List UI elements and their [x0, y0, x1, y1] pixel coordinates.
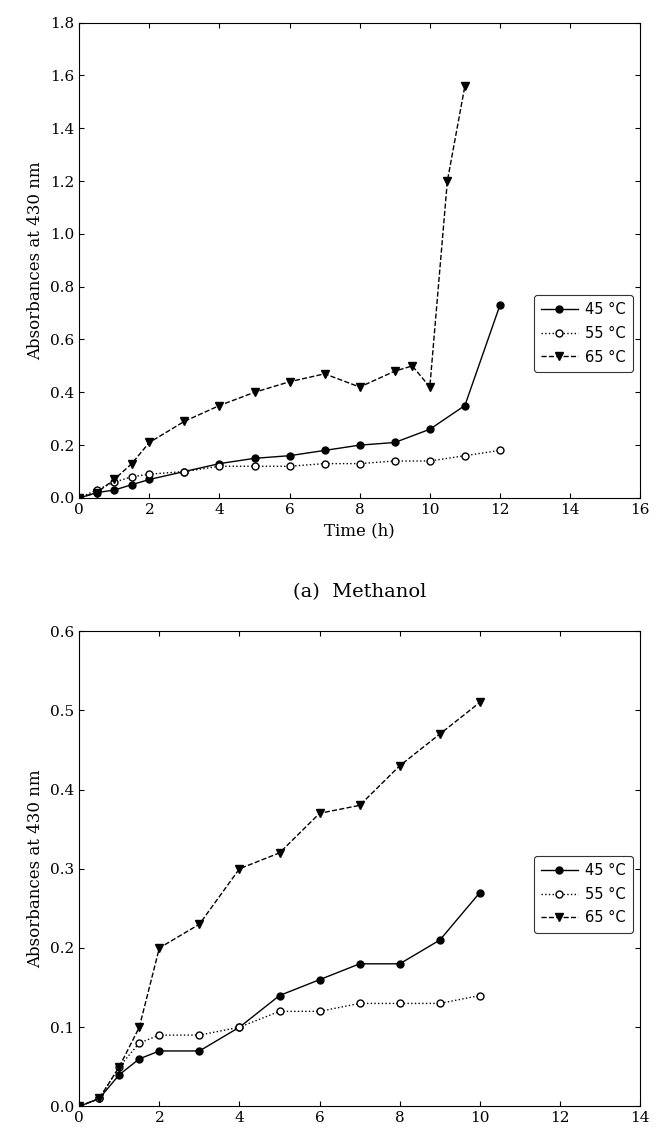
55 °C [356, 457, 364, 471]
65 °C [251, 385, 259, 399]
45 °C [145, 473, 153, 487]
45 °C [391, 436, 399, 449]
45 °C [236, 1021, 244, 1034]
65 °C [75, 1100, 83, 1113]
45 °C [476, 886, 484, 900]
Y-axis label: Absorbances at 430 nm: Absorbances at 430 nm [28, 161, 44, 359]
55 °C [476, 989, 484, 1003]
65 °C [215, 399, 223, 412]
55 °C [276, 1005, 284, 1018]
45 °C [135, 1052, 143, 1066]
45 °C [95, 1092, 103, 1105]
65 °C [396, 759, 404, 772]
65 °C [476, 695, 484, 709]
55 °C [195, 1029, 203, 1042]
65 °C [356, 380, 364, 394]
65 °C [409, 359, 416, 373]
55 °C [145, 467, 153, 481]
45 °C [461, 399, 469, 412]
45 °C [251, 452, 259, 465]
65 °C [75, 491, 83, 505]
65 °C [110, 473, 118, 487]
65 °C [128, 457, 136, 471]
65 °C [444, 174, 451, 187]
45 °C [356, 957, 364, 971]
55 °C [110, 475, 118, 489]
45 °C [426, 422, 434, 436]
X-axis label: Time (h): Time (h) [324, 523, 395, 540]
Text: (a)  Methanol: (a) Methanol [293, 583, 426, 601]
45 °C [75, 1100, 83, 1113]
65 °C [356, 798, 364, 812]
55 °C [356, 997, 364, 1010]
65 °C [315, 806, 323, 820]
65 °C [95, 1092, 103, 1105]
55 °C [75, 1100, 83, 1113]
45 °C [195, 1044, 203, 1058]
65 °C [391, 365, 399, 378]
65 °C [115, 1060, 123, 1074]
55 °C [251, 460, 259, 473]
45 °C [115, 1068, 123, 1082]
45 °C [496, 298, 504, 312]
Line: 55 °C: 55 °C [76, 992, 483, 1110]
45 °C [315, 973, 323, 987]
65 °C [93, 485, 101, 499]
Legend: 45 °C, 55 °C, 65 °C: 45 °C, 55 °C, 65 °C [534, 856, 633, 933]
55 °C [496, 444, 504, 457]
Line: 55 °C: 55 °C [76, 447, 504, 501]
65 °C [155, 942, 163, 955]
65 °C [436, 727, 444, 741]
45 °C [93, 485, 101, 499]
Line: 45 °C: 45 °C [76, 301, 504, 501]
Y-axis label: Absorbances at 430 nm: Absorbances at 430 nm [28, 770, 44, 968]
Line: 65 °C: 65 °C [75, 698, 484, 1111]
65 °C [321, 367, 329, 380]
65 °C [195, 918, 203, 931]
45 °C [321, 444, 329, 457]
45 °C [436, 934, 444, 947]
55 °C [93, 483, 101, 497]
55 °C [286, 460, 294, 473]
45 °C [276, 989, 284, 1003]
55 °C [180, 465, 188, 479]
45 °C [110, 483, 118, 497]
65 °C [461, 79, 469, 93]
65 °C [145, 436, 153, 449]
45 °C [155, 1044, 163, 1058]
55 °C [75, 491, 83, 505]
55 °C [155, 1029, 163, 1042]
55 °C [215, 460, 223, 473]
55 °C [236, 1021, 244, 1034]
55 °C [426, 454, 434, 467]
45 °C [396, 957, 404, 971]
45 °C [75, 491, 83, 505]
45 °C [356, 438, 364, 452]
55 °C [95, 1092, 103, 1105]
55 °C [321, 457, 329, 471]
55 °C [436, 997, 444, 1010]
65 °C [286, 375, 294, 388]
55 °C [461, 449, 469, 463]
45 °C [180, 465, 188, 479]
55 °C [115, 1060, 123, 1074]
45 °C [286, 449, 294, 463]
Legend: 45 °C, 55 °C, 65 °C: 45 °C, 55 °C, 65 °C [534, 295, 633, 371]
55 °C [315, 1005, 323, 1018]
65 °C [180, 414, 188, 428]
65 °C [135, 1021, 143, 1034]
45 °C [215, 457, 223, 471]
65 °C [236, 861, 244, 875]
Line: 45 °C: 45 °C [76, 889, 483, 1110]
45 °C [128, 478, 136, 491]
55 °C [135, 1036, 143, 1050]
55 °C [396, 997, 404, 1010]
65 °C [276, 846, 284, 859]
55 °C [128, 470, 136, 483]
65 °C [426, 380, 434, 394]
Line: 65 °C: 65 °C [75, 81, 469, 502]
55 °C [391, 454, 399, 467]
